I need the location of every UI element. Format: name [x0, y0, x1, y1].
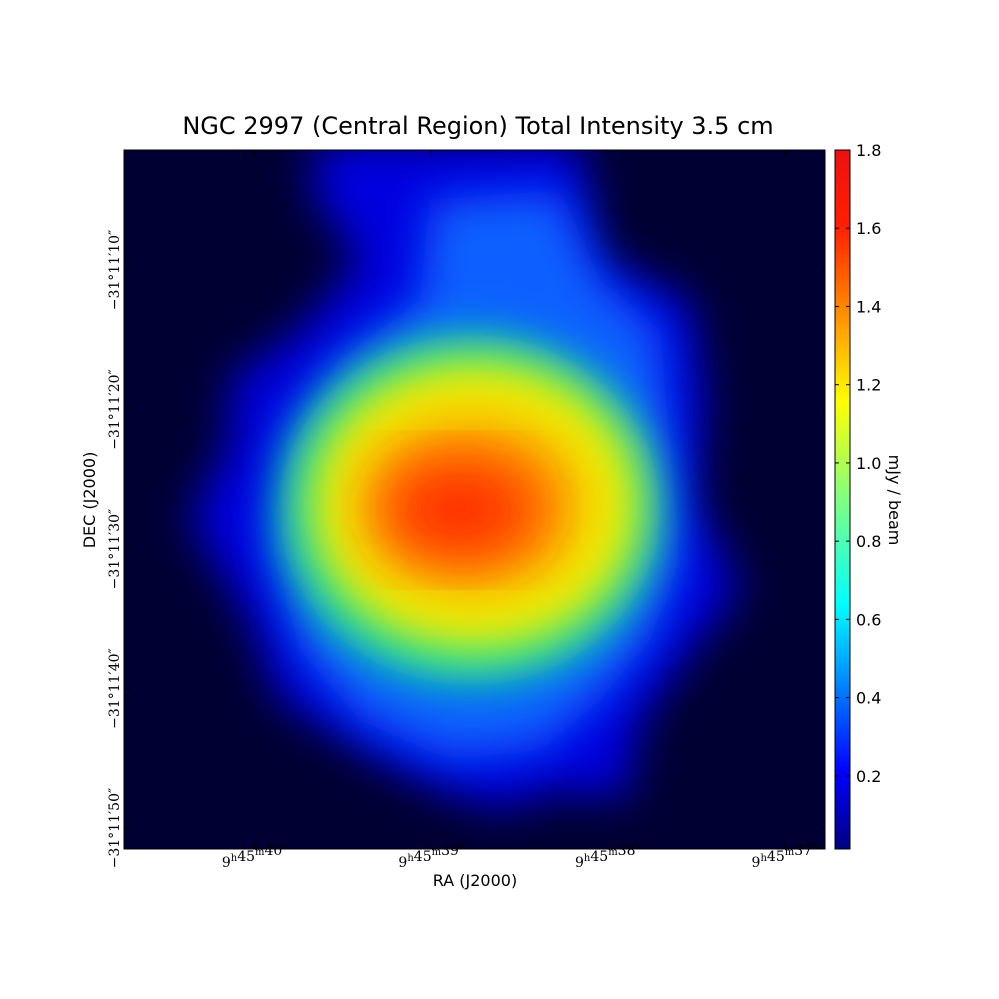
colorbar-tick-label: 1.4 — [856, 297, 881, 316]
colorbar — [834, 149, 851, 850]
y-tick-label: −31°11′50″ — [107, 788, 123, 869]
colorbar-tick-label: 1.0 — [856, 454, 881, 473]
y-tick-label: −31°11′30″ — [107, 509, 123, 590]
y-tick-label: −31°11′20″ — [107, 369, 123, 450]
plot-frame — [123, 149, 826, 850]
colorbar-tick-label: 1.2 — [856, 376, 881, 395]
y-axis-label: DEC (J2000) — [80, 452, 99, 549]
colorbar-tick-label: 1.8 — [856, 141, 881, 160]
x-tick-label: 9h45m38s — [575, 841, 641, 871]
colorbar-tick-label: 0.6 — [856, 610, 881, 629]
colorbar-tick-label: 1.6 — [856, 219, 881, 238]
x-tick-label: 9h45m40s — [222, 841, 288, 871]
y-tick-label: −31°11′40″ — [107, 648, 123, 729]
x-tick-label: 9h45m39s — [398, 841, 464, 871]
x-axis-label: RA (J2000) — [433, 871, 517, 890]
emission-peak — [385, 460, 535, 560]
colorbar-tick-label: 0.4 — [856, 689, 881, 708]
chart-title: NGC 2997 (Central Region) Total Intensit… — [182, 112, 773, 140]
emission-map — [124, 150, 825, 849]
colorbar-label: mJy / beam — [885, 455, 904, 546]
colorbar-tick-label: 0.2 — [856, 767, 881, 786]
y-tick-label: −31°11′10″ — [107, 230, 123, 311]
x-tick-label: 9h45m37s — [752, 841, 818, 871]
colorbar-tick-label: 0.8 — [856, 532, 881, 551]
